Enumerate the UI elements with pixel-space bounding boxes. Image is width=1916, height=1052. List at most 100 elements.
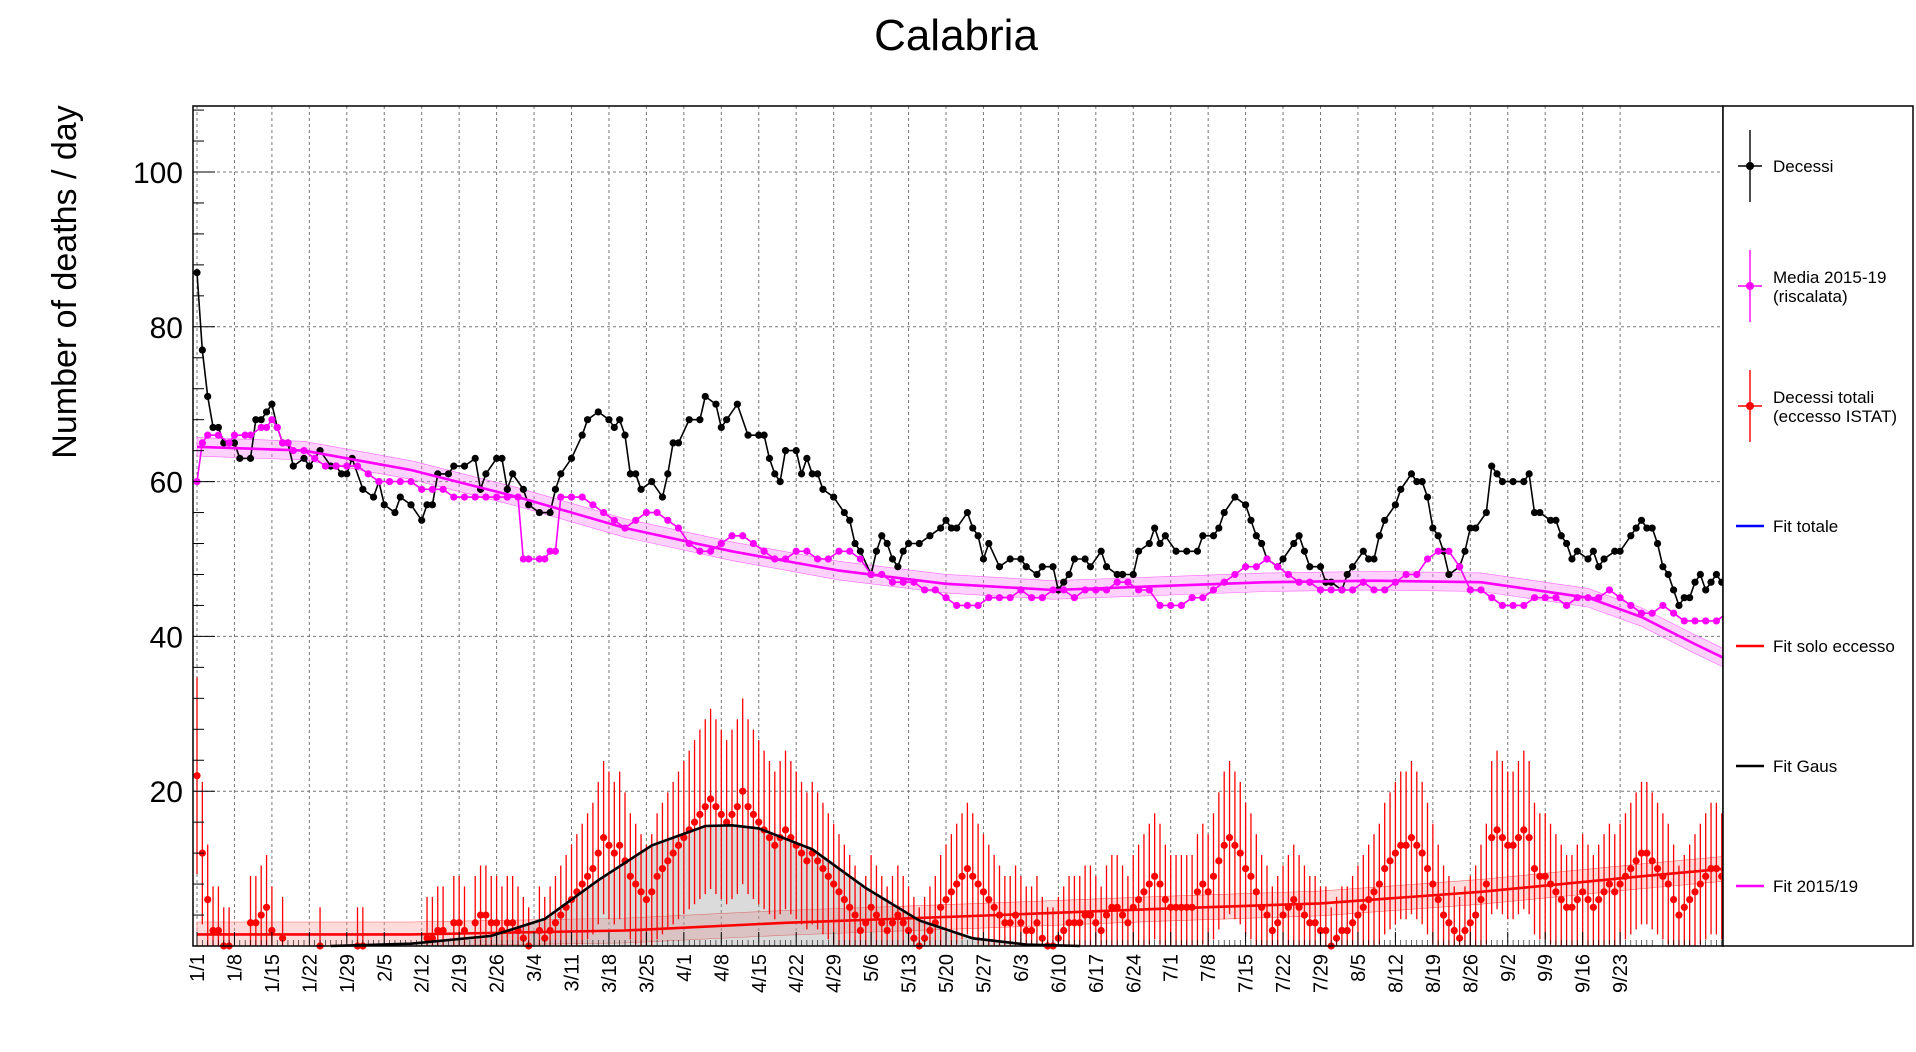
data-point	[1070, 919, 1078, 927]
data-point	[1616, 880, 1624, 888]
data-point	[760, 431, 768, 439]
data-point	[803, 547, 811, 555]
data-point	[1247, 516, 1255, 524]
data-point	[519, 934, 527, 942]
data-point	[1156, 539, 1164, 548]
data-point	[760, 547, 768, 555]
data-point	[931, 586, 939, 594]
data-point	[621, 431, 629, 439]
data-point	[1161, 532, 1169, 540]
data-point	[246, 919, 255, 927]
data-point	[1627, 865, 1635, 873]
x-tick-label: 3/25	[636, 954, 658, 993]
data-point	[797, 849, 806, 857]
data-point	[958, 872, 966, 880]
x-tick-label: 2/26	[487, 954, 509, 993]
data-point	[1563, 903, 1571, 911]
data-point	[557, 470, 565, 478]
data-point	[610, 516, 618, 524]
data-point	[840, 895, 848, 904]
data-point	[407, 478, 415, 486]
data-point	[535, 555, 544, 563]
data-point	[1509, 601, 1517, 610]
data-point	[1124, 578, 1132, 586]
data-point	[712, 803, 720, 811]
data-point	[1686, 594, 1694, 602]
data-point	[1231, 493, 1239, 501]
data-point	[1450, 926, 1458, 935]
data-point	[1498, 601, 1506, 610]
data-point	[1696, 570, 1704, 579]
x-tick-label: 3/11	[562, 954, 584, 991]
data-point	[246, 454, 255, 462]
chart-title: Calabria	[874, 11, 1038, 60]
data-point	[771, 841, 779, 849]
data-point	[642, 508, 651, 517]
data-point	[1423, 555, 1432, 563]
data-point	[1563, 539, 1571, 548]
data-point	[503, 485, 511, 493]
data-point	[1295, 903, 1303, 911]
data-point	[1456, 934, 1464, 942]
data-point	[418, 516, 426, 524]
data-point	[434, 926, 442, 935]
data-point	[749, 810, 758, 819]
data-point	[1118, 911, 1127, 919]
data-point	[969, 524, 977, 532]
data-point	[921, 934, 929, 942]
data-point	[696, 416, 704, 424]
x-tick-label: 3/18	[599, 954, 621, 993]
data-point	[230, 431, 239, 439]
data-point	[503, 919, 511, 927]
legend-label-line: (eccesso ISTAT)	[1773, 407, 1897, 426]
data-point	[1573, 547, 1581, 555]
data-point	[1252, 888, 1260, 896]
x-tick-label: 9/16	[1573, 954, 1595, 993]
data-point	[1675, 911, 1683, 919]
data-point	[1397, 485, 1405, 493]
data-point	[1049, 563, 1057, 571]
data-point	[509, 470, 517, 478]
data-point	[1033, 570, 1041, 579]
legend-label: Fit solo eccesso	[1773, 637, 1895, 656]
data-point	[626, 872, 634, 880]
legend-marker	[1746, 282, 1754, 290]
data-point	[1375, 532, 1383, 540]
data-point	[985, 895, 993, 904]
data-point	[674, 841, 683, 849]
data-point	[808, 470, 816, 478]
data-point	[846, 516, 854, 524]
data-point	[1370, 586, 1378, 594]
data-point	[1274, 563, 1282, 571]
data-point	[1338, 586, 1346, 594]
data-point	[1263, 911, 1271, 919]
data-point	[589, 865, 597, 873]
data-point	[1546, 516, 1555, 524]
data-point	[1161, 895, 1169, 904]
data-point	[546, 547, 554, 555]
data-point	[867, 903, 875, 911]
data-point	[1397, 841, 1405, 849]
data-point	[476, 911, 485, 919]
data-point	[455, 919, 463, 927]
data-point	[1514, 834, 1523, 842]
data-point	[1327, 586, 1335, 594]
data-point	[482, 493, 490, 501]
data-point	[1439, 911, 1448, 919]
data-point	[380, 501, 388, 509]
data-point	[1702, 617, 1710, 625]
data-point	[963, 865, 972, 873]
data-point	[583, 416, 592, 424]
data-point	[439, 485, 447, 493]
data-point	[535, 508, 544, 517]
y-axis-label: Number of deaths / day	[46, 105, 84, 458]
data-point	[701, 392, 709, 401]
data-point	[776, 478, 784, 486]
data-point	[733, 400, 741, 408]
data-point	[567, 454, 576, 462]
data-point	[781, 826, 790, 834]
data-point	[343, 462, 351, 470]
data-point	[1359, 903, 1367, 911]
data-point	[546, 508, 554, 517]
